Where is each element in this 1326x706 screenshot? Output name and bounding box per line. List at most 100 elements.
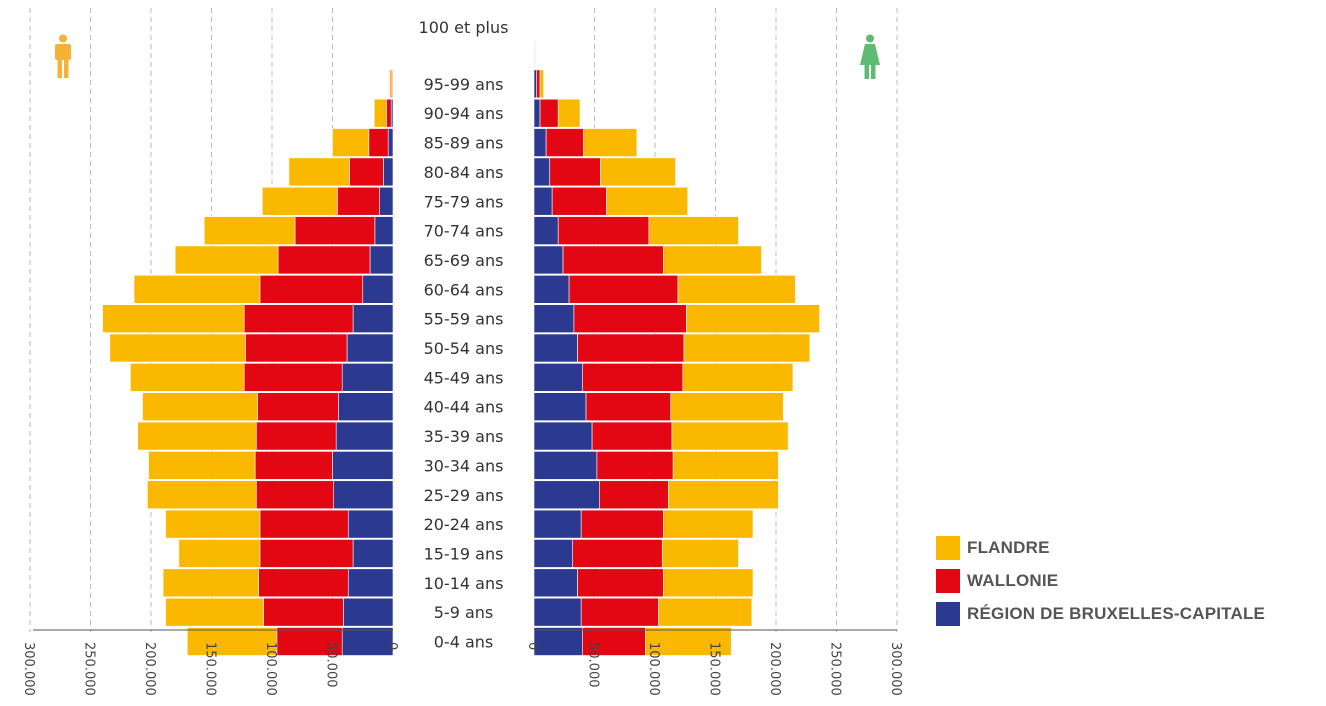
bar-women-r-gion-de-bruxelles-capitale-14 <box>533 451 598 480</box>
bar-men-wallonie-9 <box>243 304 354 333</box>
bar-women-flandre-10 <box>683 333 811 363</box>
bar-men-wallonie-6 <box>294 216 376 245</box>
bar-men-wallonie-2 <box>386 98 392 128</box>
bar-women-wallonie-9 <box>573 304 687 333</box>
man-icon-body <box>55 44 71 60</box>
bar-men-r-gion-de-bruxelles-capitale-20 <box>341 627 394 656</box>
bar-men-flandre-20 <box>187 627 278 656</box>
bar-women-r-gion-de-bruxelles-capitale-1 <box>533 69 537 99</box>
age-label-10: 50-54 ans <box>424 339 504 358</box>
bar-women-flandre-12 <box>670 392 784 422</box>
woman-icon-leg-right <box>871 64 876 79</box>
bar-women-flandre-9 <box>686 304 820 333</box>
tick-label-women-3: 150.000 <box>707 642 722 696</box>
bar-women-r-gion-de-bruxelles-capitale-13 <box>533 421 593 451</box>
age-label-7: 65-69 ans <box>424 251 504 270</box>
tick-label-men-1: 250.000 <box>82 642 97 696</box>
man-icon-leg-left <box>57 58 62 78</box>
bar-men-wallonie-13 <box>255 421 337 451</box>
age-label-6: 70-74 ans <box>424 222 504 241</box>
bar-women-wallonie-17 <box>572 539 663 568</box>
bar-women-wallonie-16 <box>580 509 664 539</box>
legend-swatch-bruxelles <box>936 602 960 626</box>
bar-women-wallonie-7 <box>562 245 664 275</box>
bar-men-flandre-5 <box>262 186 338 216</box>
age-label-8: 60-64 ans <box>424 280 504 299</box>
bar-women-flandre-15 <box>668 480 779 510</box>
age-label-11: 45-49 ans <box>424 368 504 387</box>
bar-women-r-gion-de-bruxelles-capitale-9 <box>533 304 575 333</box>
bar-men-flandre-4 <box>288 157 350 187</box>
bar-women-flandre-3 <box>583 128 638 157</box>
tick-label-men-2: 200.000 <box>142 642 157 696</box>
bar-women-flandre-2 <box>557 98 581 128</box>
bar-women-r-gion-de-bruxelles-capitale-19 <box>533 597 582 627</box>
bar-women-flandre-18 <box>663 568 754 598</box>
bar-men-flandre-10 <box>109 333 246 363</box>
bar-men-r-gion-de-bruxelles-capitale-4 <box>383 157 394 187</box>
bar-men-r-gion-de-bruxelles-capitale-19 <box>343 597 394 627</box>
bar-women-wallonie-20 <box>582 627 646 656</box>
bar-women-wallonie-1 <box>536 69 541 99</box>
bar-men-wallonie-12 <box>257 392 339 422</box>
bar-women-r-gion-de-bruxelles-capitale-18 <box>533 568 578 598</box>
legend-label-flandre: FLANDRE <box>967 538 1050 557</box>
bar-men-wallonie-10 <box>245 333 348 363</box>
legend-swatch-wallonie <box>936 569 960 593</box>
age-label-13: 35-39 ans <box>424 427 504 446</box>
bar-men-wallonie-3 <box>368 128 389 157</box>
age-label-14: 30-34 ans <box>424 456 504 475</box>
bar-women-flandre-0 <box>534 40 536 69</box>
tick-label-women-2: 100.000 <box>646 642 661 696</box>
tick-label-men-4: 100.000 <box>263 642 278 696</box>
tick-label-women-1: 50.000 <box>586 642 601 688</box>
bar-women-r-gion-de-bruxelles-capitale-4 <box>533 157 551 187</box>
bar-men-flandre-15 <box>147 480 257 510</box>
bar-women-flandre-17 <box>661 539 739 568</box>
tick-label-women-0: 0 <box>525 642 540 650</box>
bar-women-wallonie-13 <box>591 421 673 451</box>
bar-women-wallonie-18 <box>577 568 664 598</box>
bar-men-r-gion-de-bruxelles-capitale-5 <box>379 186 394 216</box>
bar-women-r-gion-de-bruxelles-capitale-5 <box>533 186 553 216</box>
legend: FLANDRE WALLONIE RÉGION DE BRUXELLES-CAP… <box>936 536 1265 635</box>
age-label-19: 5-9 ans <box>434 603 494 622</box>
bar-men-r-gion-de-bruxelles-capitale-15 <box>333 480 394 510</box>
tick-label-men-0: 300.000 <box>21 642 36 696</box>
man-icon-leg-right <box>64 58 69 78</box>
bar-men-r-gion-de-bruxelles-capitale-7 <box>369 245 394 275</box>
bar-women-wallonie-5 <box>551 186 607 216</box>
legend-label-wallonie: WALLONIE <box>967 571 1059 590</box>
bar-men-flandre-6 <box>203 216 296 245</box>
bar-men-wallonie-15 <box>255 480 335 510</box>
legend-item-bruxelles: RÉGION DE BRUXELLES-CAPITALE <box>936 602 1265 626</box>
age-label-9: 55-59 ans <box>424 310 504 329</box>
bar-men-r-gion-de-bruxelles-capitale-17 <box>352 539 394 568</box>
bar-men-flandre-13 <box>137 421 257 451</box>
bar-men-flandre-11 <box>130 363 245 392</box>
bar-women-r-gion-de-bruxelles-capitale-6 <box>533 216 559 245</box>
bar-men-r-gion-de-bruxelles-capitale-18 <box>347 568 394 598</box>
bar-men-flandre-19 <box>165 597 264 627</box>
bar-men-flandre-0 <box>391 40 394 69</box>
bar-men-r-gion-de-bruxelles-capitale-3 <box>387 128 394 157</box>
bar-women-flandre-5 <box>606 186 688 216</box>
age-label-2: 90-94 ans <box>424 104 504 123</box>
bar-women-flandre-7 <box>663 245 762 275</box>
age-label-15: 25-29 ans <box>424 486 504 505</box>
bar-men-r-gion-de-bruxelles-capitale-8 <box>362 274 394 304</box>
bar-women-wallonie-8 <box>568 274 679 304</box>
tick-label-men-5: 50.000 <box>324 642 339 688</box>
bar-men-flandre-9 <box>102 304 245 333</box>
bar-women-flandre-14 <box>672 451 779 480</box>
bar-women-wallonie-6 <box>557 216 650 245</box>
bar-women-wallonie-4 <box>549 157 601 187</box>
woman-icon-dress <box>860 44 880 65</box>
age-label-3: 85-89 ans <box>424 134 504 153</box>
bar-men-flandre-3 <box>332 128 370 157</box>
bar-women-wallonie-2 <box>539 98 559 128</box>
bar-women-flandre-6 <box>648 216 739 245</box>
bar-women-r-gion-de-bruxelles-capitale-15 <box>533 480 600 510</box>
bar-men-wallonie-18 <box>258 568 349 598</box>
age-label-4: 80-84 ans <box>424 163 504 182</box>
